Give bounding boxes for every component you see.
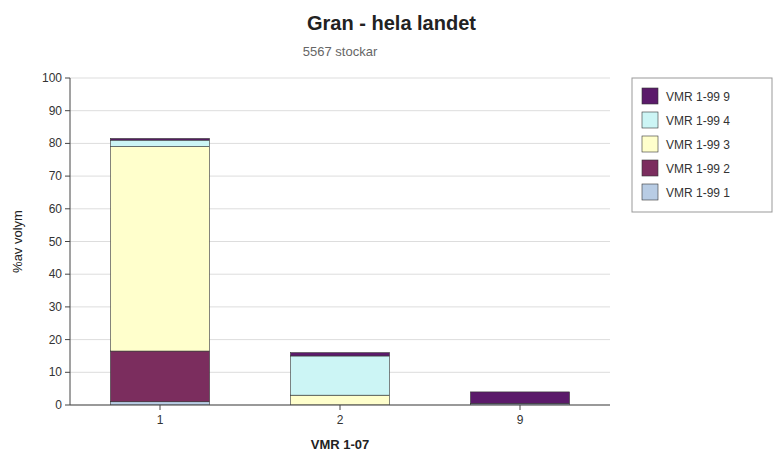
title: Gran - hela landet bbox=[307, 12, 476, 34]
y-tick-label: 40 bbox=[49, 267, 63, 281]
y-axis-line bbox=[70, 78, 71, 405]
x-tick bbox=[160, 405, 161, 410]
legend-swatch bbox=[642, 112, 658, 128]
legend-swatch bbox=[642, 184, 658, 200]
y-tick bbox=[65, 339, 70, 340]
bar-segment bbox=[111, 138, 210, 140]
x-tick-label: 1 bbox=[157, 413, 164, 427]
legend-label: VMR 1-99 2 bbox=[666, 162, 730, 176]
grid-line bbox=[70, 110, 610, 111]
y-tick-label: 60 bbox=[49, 202, 63, 216]
y-axis: 0 10 20 30 40 50 60 70 80 90 100 bbox=[42, 71, 70, 412]
legend-swatch bbox=[642, 88, 658, 104]
legend-label: VMR 1-99 3 bbox=[666, 138, 730, 152]
bar-segment bbox=[111, 140, 210, 147]
y-tick bbox=[65, 306, 70, 307]
grid bbox=[70, 78, 610, 405]
y-tick bbox=[65, 110, 70, 111]
y-tick-label: 80 bbox=[49, 136, 63, 150]
bar-segment bbox=[111, 147, 210, 351]
x-axis: 1 2 9 bbox=[157, 405, 524, 427]
x-tick-label: 9 bbox=[517, 413, 524, 427]
y-tick bbox=[65, 405, 70, 406]
y-tick-label: 30 bbox=[49, 300, 63, 314]
grid-line bbox=[70, 78, 610, 79]
legend-label: VMR 1-99 4 bbox=[666, 114, 730, 128]
x-tick bbox=[340, 405, 341, 410]
y-tick-label: 90 bbox=[49, 104, 63, 118]
y-axis-label: %av volym bbox=[10, 210, 25, 273]
x-tick-label: 2 bbox=[337, 413, 344, 427]
y-tick bbox=[65, 372, 70, 373]
legend-swatch bbox=[642, 136, 658, 152]
bar-segment bbox=[291, 395, 390, 405]
y-tick bbox=[65, 274, 70, 275]
y-tick bbox=[65, 208, 70, 209]
bar-segment bbox=[291, 356, 390, 395]
legend-swatch bbox=[642, 160, 658, 176]
y-tick-label: 20 bbox=[49, 333, 63, 347]
bars bbox=[111, 138, 570, 405]
y-tick-label: 10 bbox=[49, 365, 63, 379]
bar-segment bbox=[291, 353, 390, 356]
x-tick bbox=[520, 405, 521, 410]
legend: VMR 1-99 9 VMR 1-99 4 VMR 1-99 3 VMR 1-99 2… bbox=[632, 78, 772, 212]
y-tick-label: 100 bbox=[42, 71, 62, 85]
legend-frame bbox=[632, 78, 772, 212]
legend-label: VMR 1-99 1 bbox=[666, 186, 730, 200]
y-tick-label: 0 bbox=[55, 398, 62, 412]
y-tick bbox=[65, 176, 70, 177]
bar-segment bbox=[111, 351, 210, 402]
y-tick-label: 50 bbox=[49, 235, 63, 249]
chart: Gran - hela landet 5567 stockar 0 10 20 30 40 5… bbox=[0, 0, 783, 472]
y-tick bbox=[65, 241, 70, 242]
y-tick bbox=[65, 78, 70, 79]
subtitle: 5567 stockar bbox=[303, 44, 378, 59]
y-tick bbox=[65, 143, 70, 144]
y-tick-label: 70 bbox=[49, 169, 63, 183]
x-axis-label: VMR 1-07 bbox=[311, 437, 370, 452]
legend-label: VMR 1-99 9 bbox=[666, 90, 730, 104]
bar-segment bbox=[471, 392, 570, 403]
